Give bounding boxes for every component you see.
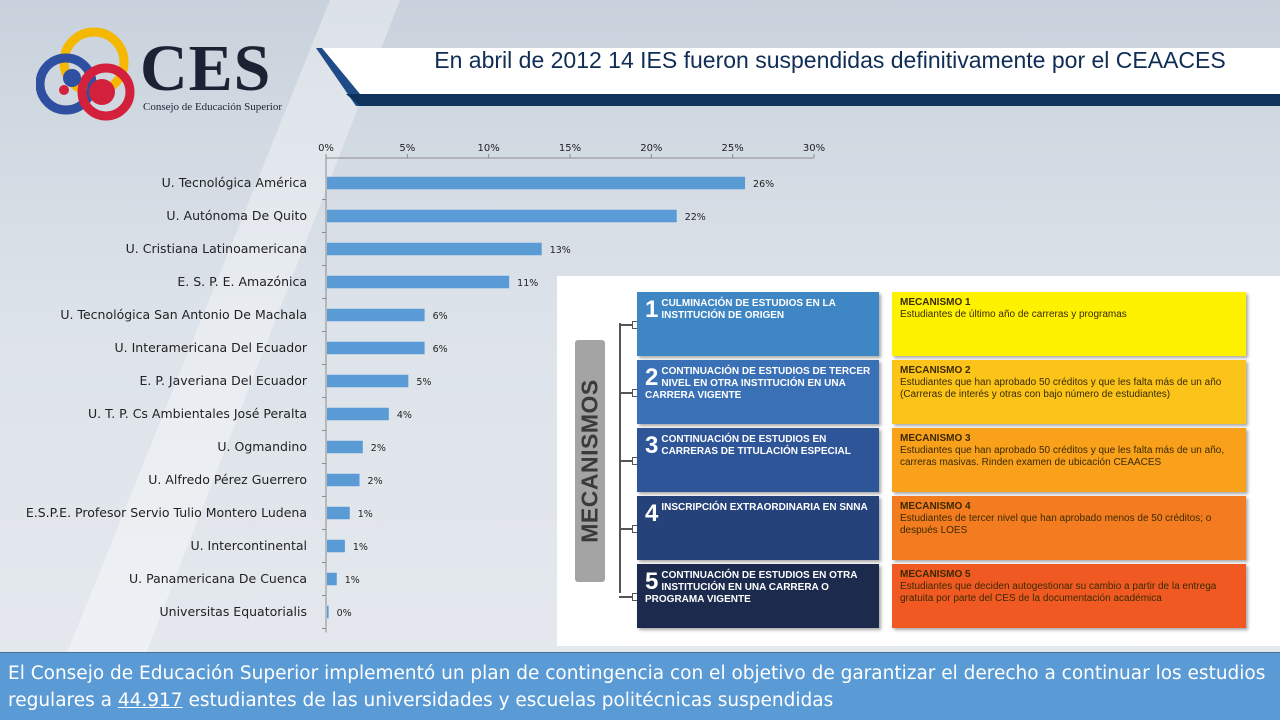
bracket-connector: [619, 525, 640, 533]
x-tick-label: 25%: [722, 143, 744, 154]
data-label: 0%: [337, 608, 352, 619]
mechanism-number: 1: [645, 296, 659, 323]
bar: [327, 176, 746, 190]
mechanism-description-text: Estudiantes de tercer nivel que han apro…: [900, 513, 1212, 536]
x-tick-label: 15%: [559, 143, 581, 154]
bottom-caption: El Consejo de Educación Superior impleme…: [0, 652, 1280, 720]
mechanisms-side-label-text: MECANISMOS: [576, 379, 603, 543]
data-label: 1%: [358, 509, 373, 520]
y-tick-label: U. Cristiana Latinoamericana: [126, 241, 307, 256]
data-label: 2%: [368, 476, 383, 487]
mechanism-title: MECANISMO 4: [900, 501, 971, 512]
mechanism-number: 3: [645, 432, 659, 459]
mechanisms-diagram: MECANISMOS 1 CULMINACIÓN DE ESTUDIOS EN L…: [557, 276, 1280, 646]
bar: [327, 605, 329, 619]
bar: [327, 572, 337, 586]
data-label: 22%: [685, 212, 706, 223]
mechanism-label: INSCRIPCIÓN EXTRAORDINARIA EN SNNA: [661, 502, 868, 513]
mechanism-description-3: MECANISMO 3 Estudiantes que han aprobado …: [892, 428, 1246, 492]
title-banner: [316, 48, 1280, 106]
mechanisms-side-label: MECANISMOS: [575, 340, 605, 582]
bracket-connector: [619, 389, 640, 397]
data-label: 26%: [753, 179, 774, 190]
data-label: 5%: [416, 377, 431, 388]
mechanism-description-text: Estudiantes que han aprobado 50 créditos…: [900, 377, 1222, 400]
y-tick-label: U. Panamericana De Cuenca: [129, 571, 307, 586]
logo-subtitle: Consejo de Educación Superior: [143, 101, 282, 113]
y-tick-label: E.S.P.E. Profesor Servio Tulio Montero L…: [26, 505, 307, 520]
y-tick-label: Universitas Equatorialis: [160, 604, 308, 619]
mechanism-box-4: 4 INSCRIPCIÓN EXTRAORDINARIA EN SNNA: [637, 496, 879, 560]
bracket-connector: [619, 321, 640, 329]
bar: [327, 209, 677, 223]
mechanism-title: MECANISMO 5: [900, 569, 971, 580]
mechanism-title: MECANISMO 3: [900, 433, 971, 444]
data-label: 6%: [433, 311, 448, 322]
ces-logo: [35, 26, 286, 126]
mechanism-label: CONTINUACIÓN DE ESTUDIOS DE TERCER NIVEL…: [645, 366, 871, 401]
data-label: 4%: [397, 410, 412, 421]
bar: [327, 308, 425, 322]
mechanism-label: CULMINACIÓN DE ESTUDIOS EN LA INSTITUCIÓ…: [661, 298, 836, 321]
mechanisms-bracket: [619, 323, 633, 593]
mechanism-description-text: Estudiantes que han aprobado 50 créditos…: [900, 445, 1225, 468]
mechanism-description-1: MECANISMO 1 Estudiantes de último año de …: [892, 292, 1246, 356]
mechanism-label: CONTINUACIÓN DE ESTUDIOS EN OTRA INSTITU…: [645, 570, 858, 605]
logo-text: CES: [140, 32, 272, 105]
y-tick-label: U. Interamericana Del Ecuador: [115, 340, 308, 355]
y-tick-label: U. T. P. Cs Ambientales José Peralta: [88, 406, 307, 421]
mechanism-title: MECANISMO 1: [900, 297, 971, 308]
y-tick-label: U. Intercontinental: [190, 538, 307, 553]
mechanism-box-2: 2 CONTINUACIÓN DE ESTUDIOS DE TERCER NIVE…: [637, 360, 879, 424]
caption-student-count: 44.917: [117, 690, 183, 711]
data-label: 1%: [353, 542, 368, 553]
mechanism-box-1: 1 CULMINACIÓN DE ESTUDIOS EN LA INSTITUCI…: [637, 292, 879, 356]
bar: [327, 539, 345, 553]
data-label: 2%: [371, 443, 386, 454]
bar: [327, 506, 350, 520]
mechanism-box-3: 3 CONTINUACIÓN DE ESTUDIOS EN CARRERAS DE…: [637, 428, 879, 492]
y-tick-label: U. Alfredo Pérez Guerrero: [148, 472, 307, 487]
mechanism-title: MECANISMO 2: [900, 365, 971, 376]
mechanism-description-5: MECANISMO 5 Estudiantes que deciden autog…: [892, 564, 1246, 628]
mechanism-description-2: MECANISMO 2 Estudiantes que han aprobado …: [892, 360, 1246, 424]
bar: [327, 407, 389, 421]
y-tick-label: U. Ogmandino: [217, 439, 307, 454]
mechanism-description-4: MECANISMO 4 Estudiantes de tercer nivel q…: [892, 496, 1246, 560]
suspension-bar-chart: 0% 5% 10% 15% 20% 25% 30%U. Tecnológica Améric…: [26, 143, 825, 633]
bar: [327, 242, 542, 256]
bar: [327, 341, 425, 355]
mechanism-number: 2: [645, 364, 659, 391]
mechanism-description-text: Estudiantes de último año de carreras y …: [900, 309, 1127, 320]
data-label: 13%: [550, 245, 571, 256]
y-tick-label: E. S. P. E. Amazónica: [177, 274, 307, 289]
y-tick-label: U. Autónoma De Quito: [166, 208, 307, 223]
data-label: 11%: [517, 278, 538, 289]
mechanism-number: 5: [645, 568, 659, 595]
x-tick-label: 5%: [399, 143, 415, 154]
bar: [327, 473, 360, 487]
bar: [327, 374, 409, 388]
bracket-connector: [619, 593, 640, 601]
page-title: En abril de 2012 14 IES fueron suspendid…: [434, 47, 1226, 73]
mechanism-label: CONTINUACIÓN DE ESTUDIOS EN CARRERAS DE …: [661, 434, 851, 457]
mechanism-box-5: 5 CONTINUACIÓN DE ESTUDIOS EN OTRA INSTIT…: [637, 564, 879, 628]
x-tick-label: 30%: [803, 143, 825, 154]
y-tick-label: E. P. Javeriana Del Ecuador: [140, 373, 308, 388]
bracket-connector: [619, 457, 640, 465]
bar: [327, 275, 510, 289]
bar: [327, 440, 363, 454]
caption-part2: estudiantes de las universidades y escue…: [182, 690, 834, 711]
data-label: 1%: [345, 575, 360, 586]
caption-part1: El Consejo de Educación Superior impleme…: [8, 663, 1266, 711]
mechanism-description-text: Estudiantes que deciden autogestionar su…: [900, 581, 1217, 604]
x-tick-label: 0%: [318, 143, 334, 154]
mechanism-number: 4: [645, 500, 659, 527]
x-tick-label: 20%: [640, 143, 662, 154]
y-tick-label: U. Tecnológica San Antonio De Machala: [60, 307, 307, 322]
x-tick-label: 10%: [478, 143, 500, 154]
data-label: 6%: [433, 344, 448, 355]
ces-logo-icon: [35, 27, 135, 121]
y-tick-label: U. Tecnológica América: [162, 175, 307, 190]
